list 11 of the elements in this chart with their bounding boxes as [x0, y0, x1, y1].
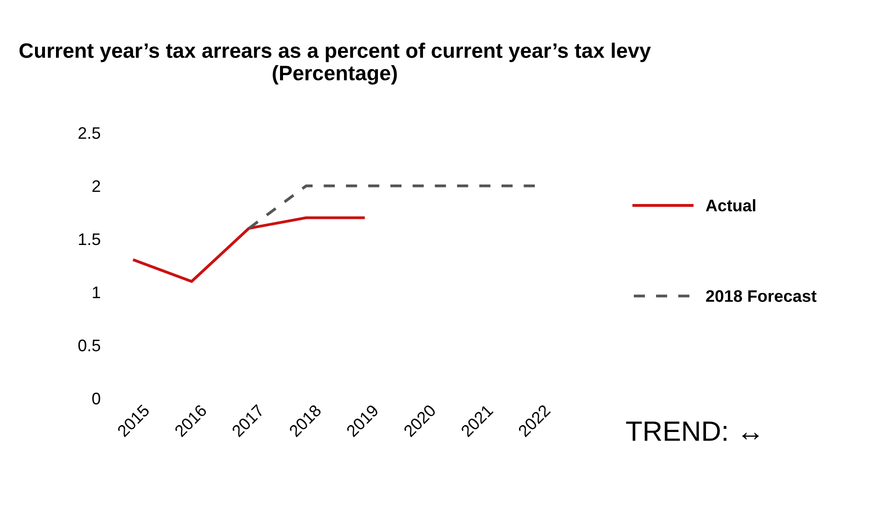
y-tick-label: 2 — [92, 180, 100, 192]
text: TREND: ↔ — [626, 422, 759, 441]
y-tick-label: 1.5 — [78, 234, 100, 246]
y-tick-label: 0.5 — [78, 340, 100, 352]
y-tick-label: 0 — [92, 392, 100, 404]
line-series — [132, 216, 365, 283]
legend-label: Actual — [706, 199, 756, 212]
y-tick-label: 2.5 — [78, 127, 100, 139]
y-tick-label: 1 — [92, 286, 100, 298]
legend-label: 2018 Forecast — [706, 290, 816, 302]
chart-title: Current year’s tax arrears as a percent of current year’s tax levy (Percentage) — [20, 42, 651, 85]
